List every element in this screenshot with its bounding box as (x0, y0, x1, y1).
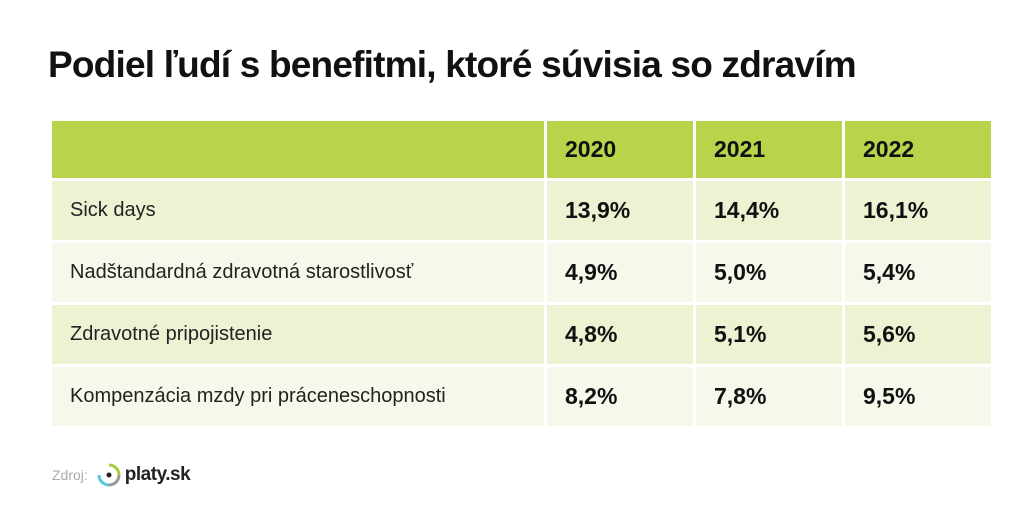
value-cell: 14,4% (693, 178, 845, 243)
value-cell: 13,9% (544, 178, 696, 243)
value-cell: 5,1% (693, 302, 845, 367)
value-cell: 4,8% (544, 302, 696, 367)
source: Zdroj: platy.sk (52, 462, 191, 488)
platy-logo: platy.sk (96, 462, 191, 488)
value-cell: 9,5% (842, 364, 994, 429)
value-cell: 5,6% (842, 302, 994, 367)
value-cell: 8,2% (544, 364, 696, 429)
header-year: 2021 (693, 118, 845, 181)
platy-logo-text: platy.sk (124, 464, 191, 485)
table-row: Nadštandardná zdravotná starostlivosť 4,9… (49, 240, 994, 305)
benefits-table: 2020 2021 2022 Sick days 13,9% 14,4% 16,1% N… (49, 118, 994, 429)
header-year: 2020 (544, 118, 696, 181)
row-label: Nadštandardná zdravotná starostlivosť (49, 240, 547, 305)
table-header-row: 2020 2021 2022 (49, 118, 994, 181)
value-cell: 5,4% (842, 240, 994, 305)
platy-logo-icon (97, 463, 121, 487)
value-cell: 4,9% (544, 240, 696, 305)
value-cell: 7,8% (693, 364, 845, 429)
chart-title: Podiel ľudí s benefitmi, ktoré súvisia s… (48, 44, 857, 85)
table-row: Kompenzácia mzdy pri práceneschopnosti 8,… (49, 364, 994, 429)
source-label: Zdroj: (52, 467, 88, 483)
row-label: Zdravotné pripojistenie (49, 302, 547, 367)
table-row: Sick days 13,9% 14,4% 16,1% (49, 178, 994, 243)
table-row: Zdravotné pripojistenie 4,8% 5,1% 5,6% (49, 302, 994, 367)
header-empty-cell (49, 118, 547, 181)
header-year: 2022 (842, 118, 994, 181)
row-label: Sick days (49, 178, 547, 243)
row-label: Kompenzácia mzdy pri práceneschopnosti (49, 364, 547, 429)
value-cell: 16,1% (842, 178, 994, 243)
value-cell: 5,0% (693, 240, 845, 305)
